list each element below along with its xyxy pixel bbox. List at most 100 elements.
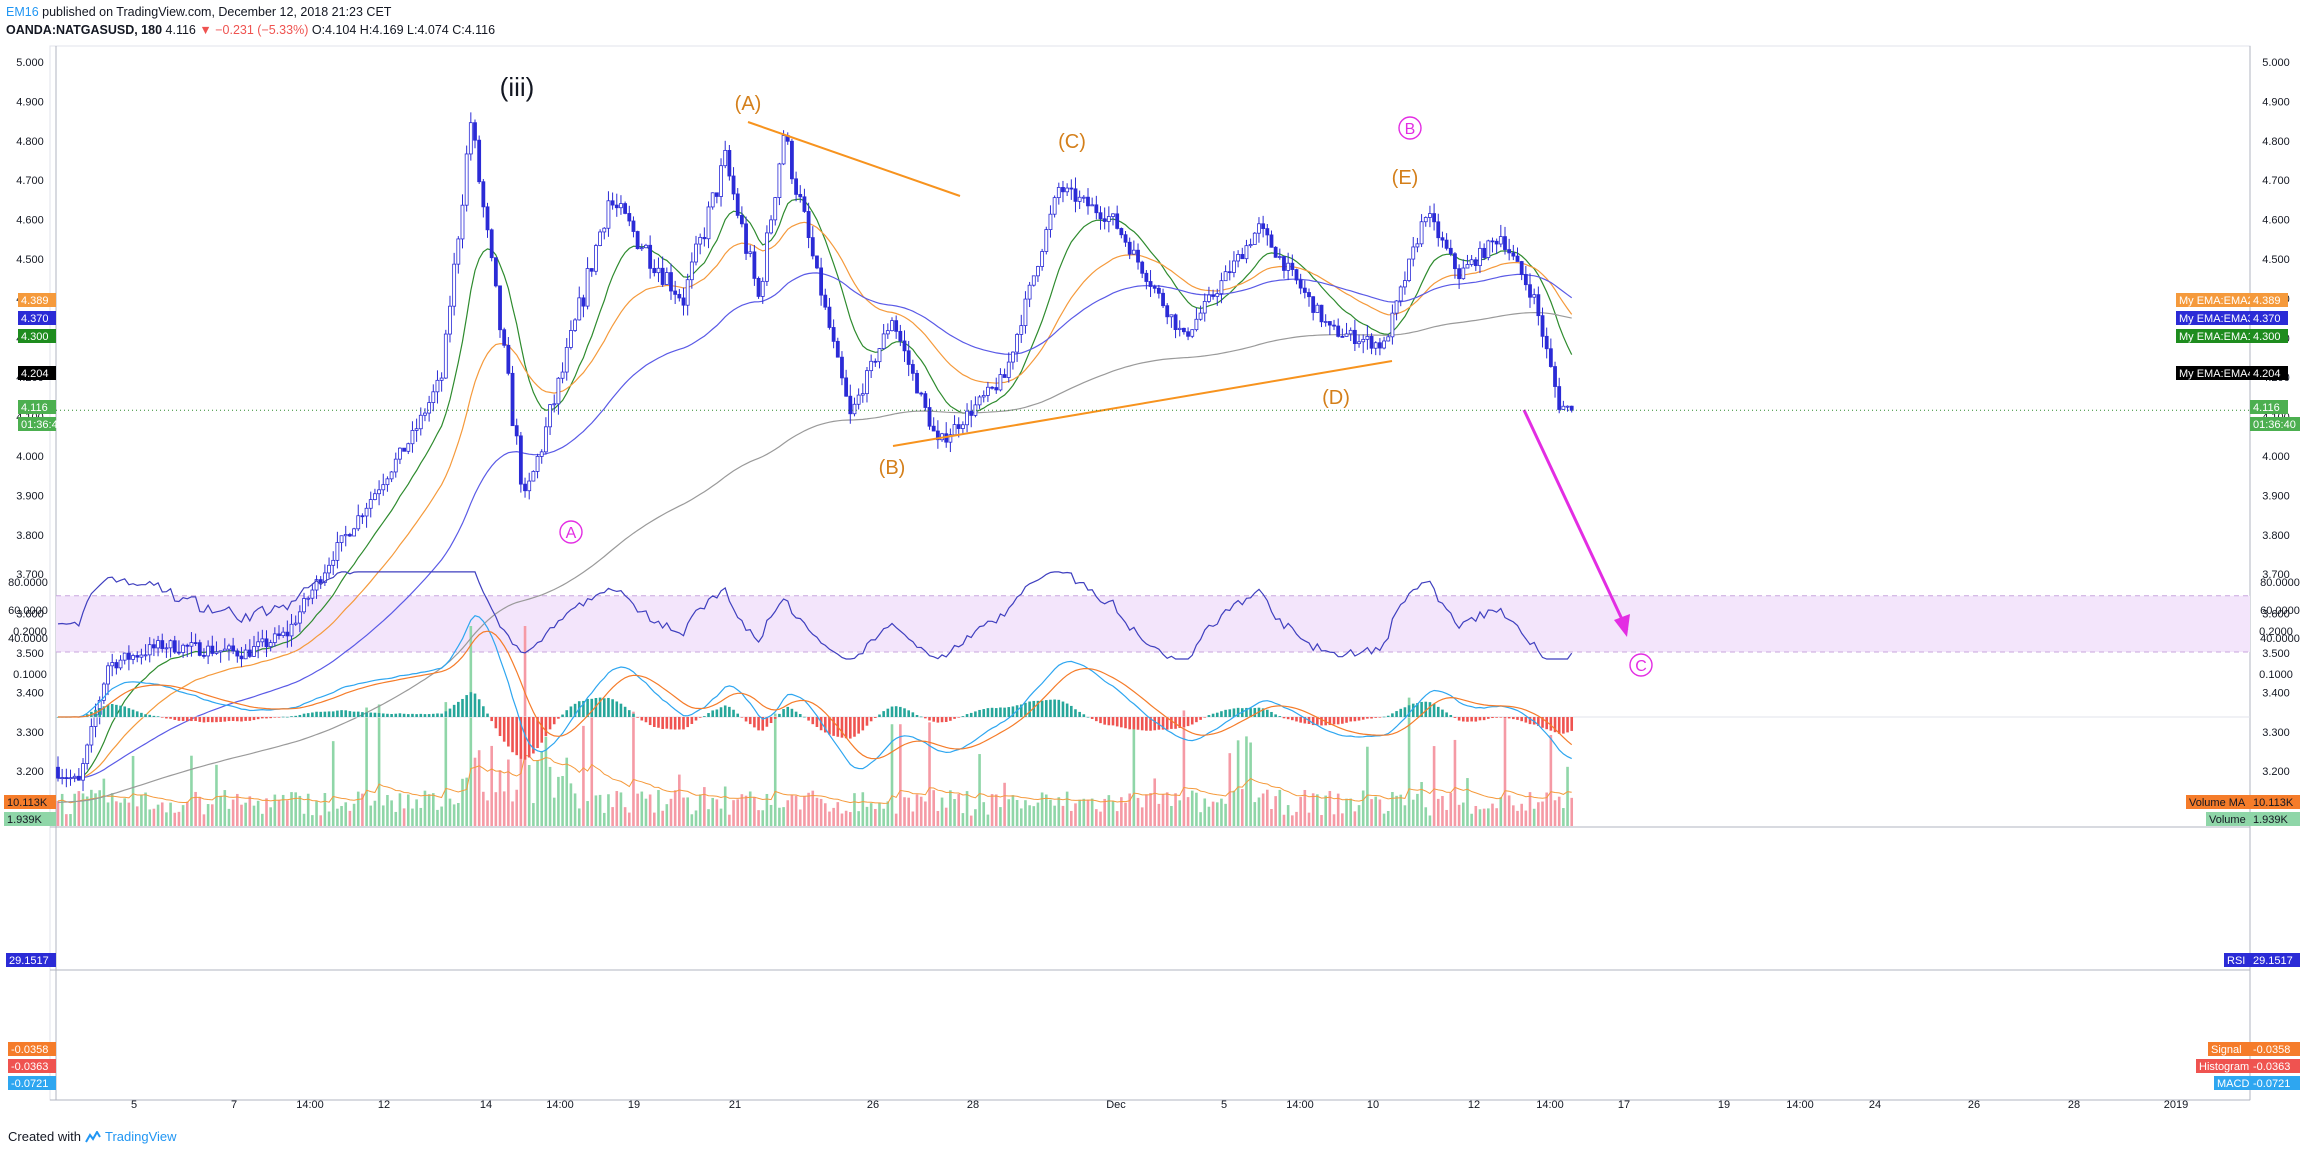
volume-bar (1295, 811, 1298, 826)
volume-bar (978, 754, 981, 826)
last-price-left-badge (18, 400, 56, 414)
ema4-line (57, 312, 1572, 804)
macd-histogram-bar (1095, 717, 1098, 722)
volume-bar (1195, 792, 1198, 826)
macd-histogram-bar (315, 711, 318, 717)
volume-bar (444, 702, 448, 826)
macd-histogram-bar (990, 707, 994, 717)
candle-body (1511, 252, 1516, 257)
countdown-right-badge (2250, 417, 2300, 431)
tradingview-link[interactable]: TradingView (104, 1129, 177, 1144)
candle-body (1348, 329, 1353, 335)
volume-bar (181, 805, 185, 826)
candle-body (377, 489, 381, 495)
macd-histogram-bar (277, 717, 281, 718)
volume-bar (940, 797, 944, 826)
volume-bar (778, 807, 781, 826)
macd-histogram-bar (1099, 717, 1102, 724)
volume-bar (661, 810, 664, 826)
candle-body (118, 659, 123, 669)
macd-histogram-bar (1353, 717, 1357, 722)
histogram-left-value: -0.0363 (11, 1061, 48, 1073)
macd-histogram-bar (615, 701, 619, 717)
ema-left-value-2-badge (18, 329, 56, 343)
price-tick-left: 3.600 (16, 609, 44, 621)
author-link[interactable]: EM16 (6, 5, 39, 19)
macd-histogram-bar (1195, 717, 1198, 723)
candle-body (1277, 256, 1282, 258)
volume-ma-name: Volume MA (2189, 797, 2246, 809)
candle-body (664, 272, 669, 285)
candle-body (848, 395, 853, 415)
macd-histogram-bar (348, 711, 352, 717)
volume-bar (919, 796, 923, 826)
down-arrow-icon: ▼ (199, 23, 212, 37)
candle-body (514, 425, 519, 437)
macd-histogram-bar (765, 717, 769, 727)
candle-body (1244, 245, 1249, 260)
volume-bar (557, 776, 560, 826)
candle-body (1444, 239, 1449, 249)
volume-bar (615, 791, 619, 826)
macd-histogram-bar (586, 698, 589, 717)
ema-right-value-0-badge (2250, 293, 2288, 307)
macd-histogram-bar (744, 717, 748, 722)
candle-body (89, 726, 94, 746)
rsi-right-value: 29.1517 (2253, 955, 2293, 967)
macd-histogram-bar (181, 717, 185, 721)
candle-body (556, 377, 561, 405)
macd-histogram-bar (1028, 701, 1031, 717)
volume-bar (65, 814, 68, 826)
candle-body (272, 633, 277, 643)
wave-label-iii: (iii) (500, 72, 535, 102)
candle-body (1448, 247, 1453, 255)
candle-body (164, 647, 169, 650)
macd-histogram-bar (115, 704, 118, 717)
volume-bar (565, 757, 569, 826)
candle-body (731, 175, 736, 195)
candle-body (193, 642, 198, 644)
volume-bar (803, 796, 806, 826)
macd-histogram-bar (452, 704, 456, 717)
histogram-right-value-badge (2250, 1059, 2300, 1073)
macd-histogram-bar (1178, 717, 1182, 728)
candle-body (765, 232, 769, 282)
price-tick-right: 5.000 (2262, 57, 2290, 69)
volume-bar (1537, 802, 1540, 826)
ema-right-name-3: My EMA:EMA4 (2179, 368, 2254, 380)
volume-bar (106, 802, 110, 826)
macd-histogram-bar (857, 717, 860, 734)
macd-histogram-bar (140, 712, 143, 717)
time-tick: 7 (231, 1099, 237, 1111)
volume-bar (1103, 798, 1106, 826)
macd-histogram-bar (1370, 717, 1373, 719)
candle-body (1023, 298, 1028, 327)
macd-histogram-bar (1165, 717, 1169, 730)
candle-body (1102, 218, 1107, 222)
candle-body (581, 297, 586, 307)
candle-body (952, 424, 957, 436)
macd-histogram-bar (223, 717, 227, 722)
macd-histogram-bar (1420, 701, 1423, 717)
volume-bar (1211, 801, 1215, 826)
candle-body (794, 178, 798, 195)
volume-bar (611, 807, 614, 826)
volume-bar (390, 800, 393, 826)
candle-body (56, 766, 60, 779)
candle-body (560, 371, 565, 379)
volume-bar (794, 795, 798, 826)
macd-histogram-bar (999, 707, 1002, 717)
candle-body (744, 223, 748, 254)
macd-histogram-bar (1190, 717, 1194, 725)
ema3-line (58, 272, 1573, 779)
rsi-tick-left: 40.0000 (8, 633, 48, 645)
volume-bar (1399, 794, 1403, 826)
candle-body (135, 655, 140, 658)
ema-right-value-3: 4.204 (2253, 368, 2281, 380)
volume-bar (1332, 814, 1336, 826)
candle-body (1240, 254, 1245, 260)
macd-histogram-bar (678, 717, 681, 730)
price-tick-left: 5.000 (16, 57, 44, 69)
candle-body (677, 293, 682, 299)
